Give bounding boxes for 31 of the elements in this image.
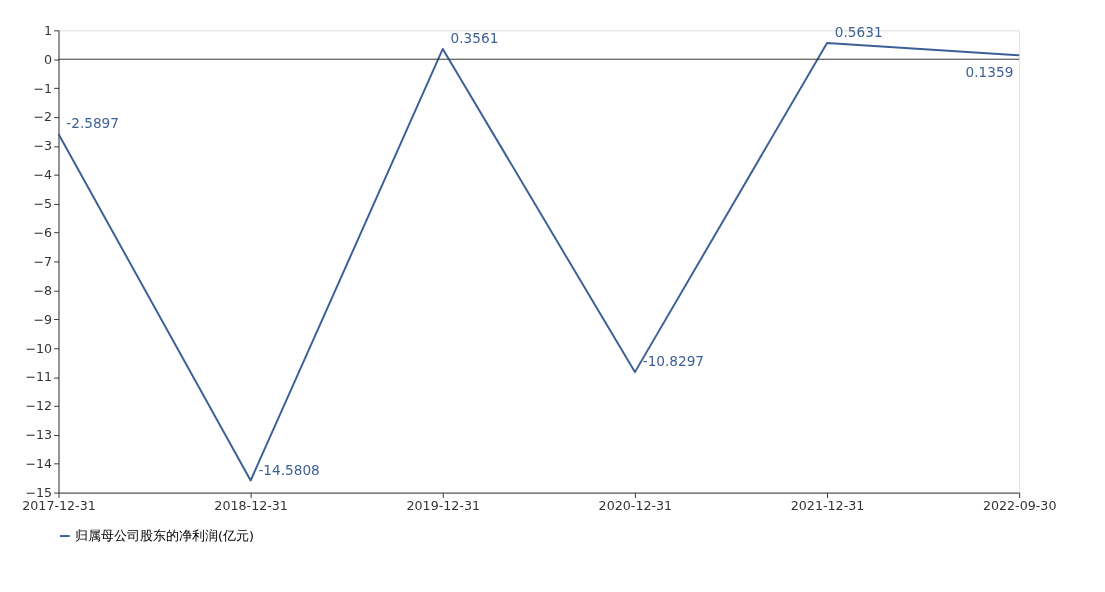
data-label: -2.5897 [66,115,119,132]
x-tick-label: 2019-12-31 [406,497,481,513]
y-tick-label: −9 [33,311,53,327]
line-series [57,41,1021,482]
y-tick-label: 1 [44,22,53,38]
y-tick-label: −7 [33,253,53,269]
y-tick-label: −6 [33,224,53,240]
y-tick-label: −13 [25,427,53,443]
x-tick-label: 2018-12-31 [214,497,288,513]
y-tick-label: −2 [33,109,53,125]
data-label: 0.1359 [965,63,1014,80]
y-tick-label: −11 [25,369,53,385]
data-label: 0.3561 [450,30,499,47]
y-tick-label: −8 [33,282,53,298]
data-label: 0.5631 [834,24,883,41]
x-tick-label: 2020-12-31 [598,497,673,513]
data-label: -14.5808 [258,461,320,478]
y-tick-label: −3 [33,138,53,154]
x-tick-label: 2017-12-31 [22,497,96,513]
y-tick-label: −4 [33,167,53,183]
y-tick-label: −5 [33,196,53,212]
x-tick-label: 2021-12-31 [790,497,865,513]
x-tick-label: 2022-09-30 [982,497,1057,513]
y-tick-label: −12 [25,398,53,414]
y-tick-label: −14 [25,456,53,472]
data-label: -10.8297 [642,353,705,370]
y-tick-label: −1 [33,80,53,96]
y-tick-label: −15 [25,485,53,500]
y-tick-label: 0 [44,51,53,67]
y-tick-label: −10 [25,340,53,356]
legend-label: 归属母公司股东的净利润(亿元) [75,527,254,543]
